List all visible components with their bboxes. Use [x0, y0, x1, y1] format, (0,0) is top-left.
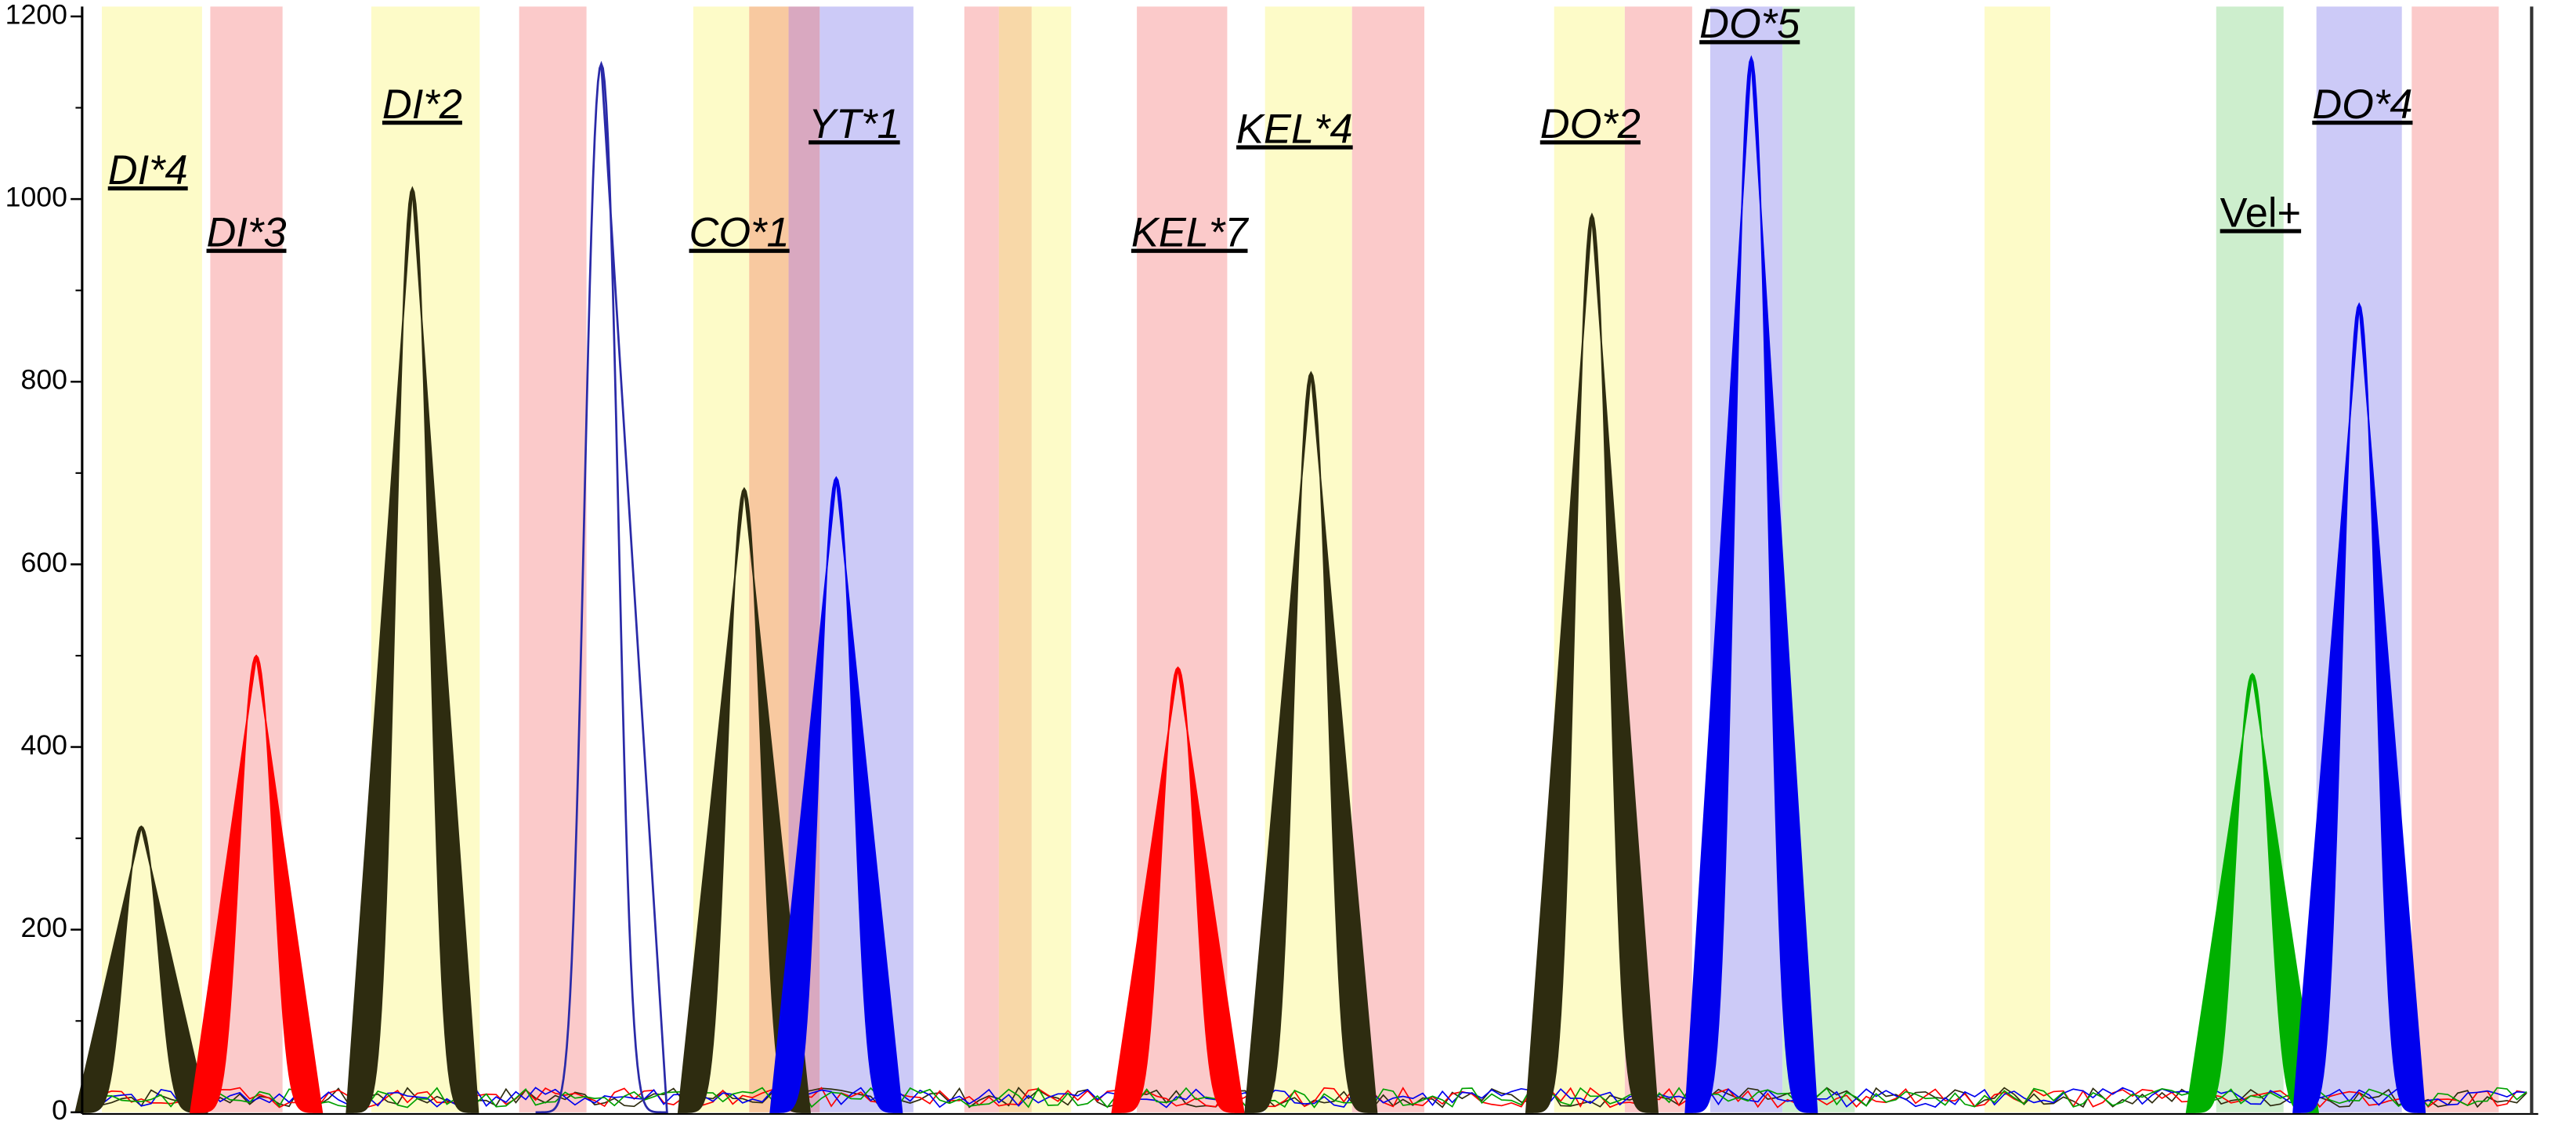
bin-band — [1031, 6, 1072, 1112]
y-tick-label: 400 — [21, 729, 67, 761]
bin-band — [519, 6, 587, 1112]
peak — [535, 60, 668, 1114]
peak-label: Vel+ — [2220, 190, 2301, 236]
peak — [2292, 302, 2426, 1113]
noise-trace — [81, 1087, 2527, 1108]
y-tick-label: 1000 — [5, 182, 67, 213]
y-tick-label: 800 — [21, 364, 67, 396]
peak-label: CO*1 — [689, 211, 790, 256]
bin-band — [964, 6, 999, 1112]
bin-band — [1984, 6, 2050, 1112]
peak — [1525, 212, 1659, 1113]
peak-label: DO*2 — [1540, 102, 1641, 147]
peak-label: DI*3 — [207, 211, 287, 256]
bin-band — [1351, 6, 1425, 1112]
y-tick-label: 0 — [52, 1094, 67, 1126]
bin-band — [998, 6, 1032, 1112]
noise-trace — [81, 1086, 2527, 1108]
peak-label: DO*4 — [2312, 82, 2412, 128]
y-tick-label: 600 — [21, 547, 67, 578]
peak-label: DO*5 — [1699, 2, 1800, 47]
peak-label: DI*2 — [382, 82, 462, 128]
bin-band — [2411, 6, 2499, 1112]
peak-label: YT*1 — [809, 102, 900, 147]
peak-label: DI*4 — [108, 148, 188, 193]
peak — [190, 654, 324, 1113]
peak — [1111, 666, 1245, 1113]
plot — [74, 55, 2527, 1114]
peak — [1244, 371, 1378, 1113]
y-tick-label: 1200 — [5, 0, 67, 30]
peak — [74, 825, 208, 1113]
peak-label: KEL*4 — [1236, 107, 1353, 152]
peak-label: KEL*7 — [1131, 211, 1249, 256]
peak — [1684, 55, 1818, 1113]
y-tick-label: 200 — [21, 912, 67, 943]
peak — [769, 476, 903, 1113]
noise-trace — [81, 1087, 2527, 1108]
peak — [346, 186, 479, 1113]
